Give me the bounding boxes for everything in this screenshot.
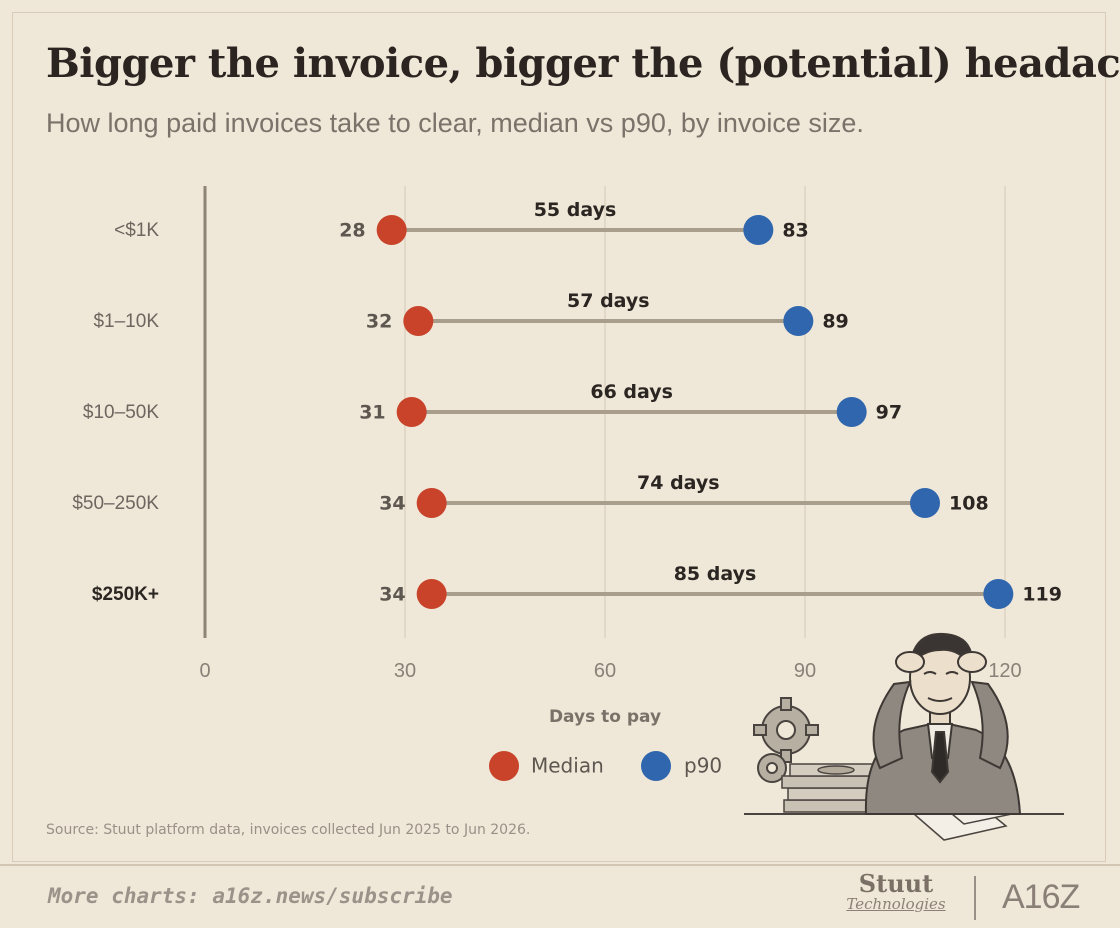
p90-dot bbox=[983, 579, 1014, 609]
x-tick-label: 60 bbox=[594, 660, 616, 682]
gap-label: 55 days bbox=[534, 199, 617, 221]
legend-p90-swatch bbox=[641, 751, 671, 781]
median-dot bbox=[376, 215, 407, 245]
card-frame bbox=[12, 12, 1106, 862]
category-label: $50–250K bbox=[72, 493, 159, 514]
legend-p90-label: p90 bbox=[684, 754, 722, 778]
median-dot bbox=[396, 397, 427, 427]
p90-value-label: 108 bbox=[949, 493, 989, 515]
source-note: Source: Stuut platform data, invoices co… bbox=[46, 822, 531, 838]
p90-dot bbox=[910, 488, 940, 518]
a16z-logo: A16Z bbox=[1002, 878, 1080, 916]
median-value-label: 32 bbox=[366, 311, 392, 333]
gap-label: 66 days bbox=[590, 381, 673, 403]
p90-dot bbox=[743, 215, 774, 245]
median-dot bbox=[416, 488, 447, 518]
stressed-businessman-illustration bbox=[744, 632, 1064, 841]
median-dot bbox=[416, 579, 447, 609]
p90-value-label: 97 bbox=[876, 402, 902, 424]
chart-subtitle: How long paid invoices take to clear, me… bbox=[46, 108, 864, 138]
x-tick-label: 120 bbox=[988, 660, 1021, 682]
x-tick-label: 0 bbox=[199, 660, 210, 682]
businessman-figure bbox=[864, 632, 1022, 815]
x-axis-label: Days to pay bbox=[549, 707, 661, 727]
subscribe-link[interactable]: More charts: a16z.news/subscribe bbox=[48, 884, 453, 908]
x-tick-label: 30 bbox=[394, 660, 416, 682]
median-value-label: 28 bbox=[339, 220, 365, 242]
gap-label: 74 days bbox=[637, 472, 720, 494]
p90-value-label: 89 bbox=[822, 311, 848, 333]
stuut-logo-tagline: Technologies bbox=[846, 895, 946, 913]
median-dot bbox=[403, 306, 434, 336]
stuut-logo-name: Stuut bbox=[858, 869, 934, 898]
legend-median-label: Median bbox=[531, 754, 604, 778]
p90-value-label: 83 bbox=[782, 220, 808, 242]
category-label: $250K+ bbox=[92, 584, 159, 605]
median-value-label: 31 bbox=[359, 402, 385, 424]
legend-median-swatch bbox=[489, 751, 519, 781]
dumbbell-chart: 0 30 60 90 120 Days to pay <$1K 55 days 28 83 $1–1… bbox=[72, 186, 1062, 781]
x-tick-label: 90 bbox=[794, 660, 816, 682]
gear-icon bbox=[753, 697, 819, 783]
p90-dot bbox=[836, 397, 867, 427]
category-label: <$1K bbox=[114, 220, 159, 241]
median-value-label: 34 bbox=[379, 493, 405, 515]
chart-title: Bigger the invoice, bigger the (potentia… bbox=[46, 40, 1120, 87]
category-label: $10–50K bbox=[83, 402, 159, 423]
p90-dot bbox=[783, 306, 814, 336]
brand-divider bbox=[974, 876, 976, 920]
category-label: $1–10K bbox=[93, 311, 159, 332]
gap-label: 57 days bbox=[567, 290, 650, 312]
gap-label: 85 days bbox=[674, 563, 757, 585]
p90-value-label: 119 bbox=[1022, 584, 1062, 606]
median-value-label: 34 bbox=[379, 584, 405, 606]
footer-divider bbox=[0, 864, 1120, 866]
stuut-logo: Stuut Technologies bbox=[830, 872, 962, 912]
